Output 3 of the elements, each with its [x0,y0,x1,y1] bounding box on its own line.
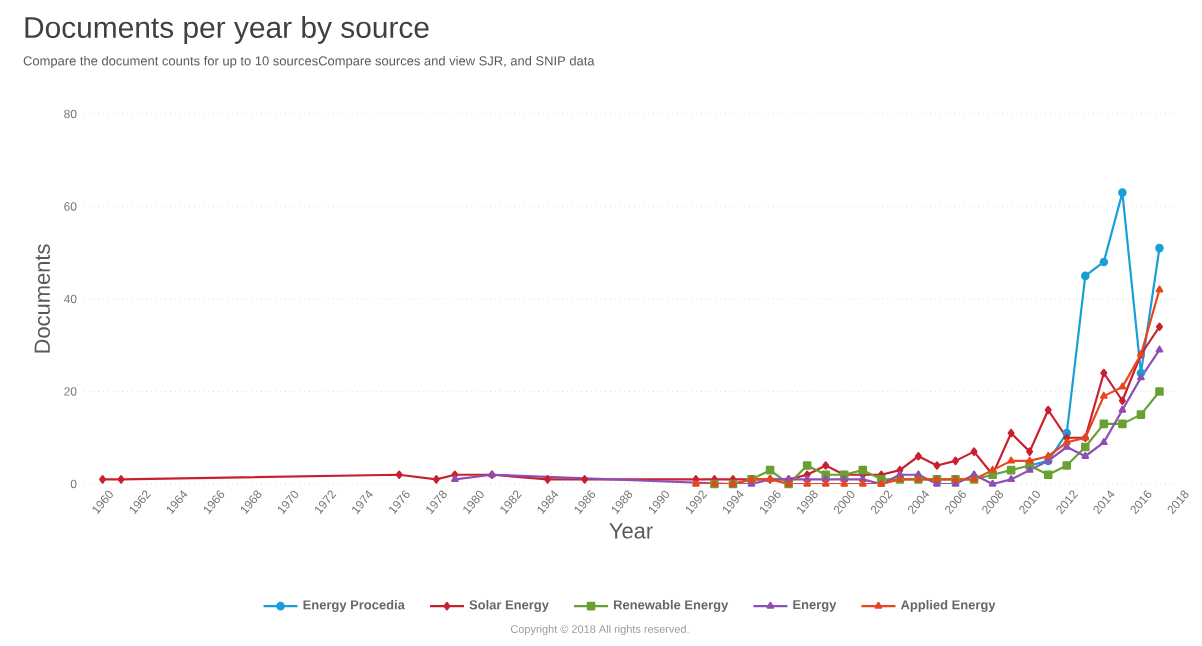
y-axis-title: Documents [34,244,50,353]
chart-title: Documents per year by source [25,16,429,44]
x-axis-title: Year [609,523,653,539]
